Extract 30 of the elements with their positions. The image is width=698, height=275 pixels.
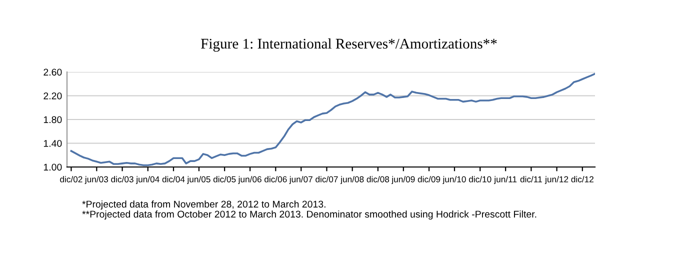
y-tick-label: 1.00: [44, 164, 62, 171]
x-tick-label: dic/03: [111, 176, 134, 182]
x-tick-label: dic/02: [60, 176, 82, 182]
text: **Projected data from October 2012 to March 2013. Denominator smoothed using Hodrick -Prescott Filter.: [82, 210, 536, 220]
x-tick-label: jun/07: [289, 176, 312, 184]
y-tick-label: 1.40: [44, 140, 62, 147]
x-tick-label: dic/05: [213, 176, 236, 182]
y-tick-label: 2.20: [44, 92, 62, 100]
text: *Projected data from November 28, 2012 to March 2013.: [82, 200, 326, 210]
chart-title: Figure 1: International Reserves*/Amortizations**: [200, 38, 497, 52]
x-tick-label: dic/10: [468, 176, 492, 182]
x-tick-label: dic/09: [418, 176, 440, 182]
x-tick-label: dic/04: [162, 176, 185, 182]
x-tick-label: jun/11: [494, 176, 517, 184]
x-tick-label: jun/09: [391, 176, 415, 184]
x-tick-label: jun/08: [340, 176, 364, 184]
y-tick-label: 1.80: [44, 116, 62, 124]
x-tick-label: dic/06: [264, 176, 287, 182]
x-tick-label: dic/07: [316, 176, 338, 182]
x-tick-label: dic/08: [366, 176, 390, 182]
x-tick-label: jun/10: [442, 176, 466, 184]
x-tick-label: dic/12: [571, 176, 594, 182]
x-tick-label: jun/12: [544, 176, 568, 184]
x-tick-label: jun/05: [187, 176, 210, 184]
x-tick-label: jun/04: [136, 176, 160, 184]
y-tick-label: 2.60: [44, 68, 62, 76]
x-tick-label: jun/03: [84, 176, 108, 184]
x-tick-label: jun/06: [238, 176, 262, 184]
line-series: [70, 72, 595, 166]
x-tick-label: dic/11: [520, 176, 542, 182]
